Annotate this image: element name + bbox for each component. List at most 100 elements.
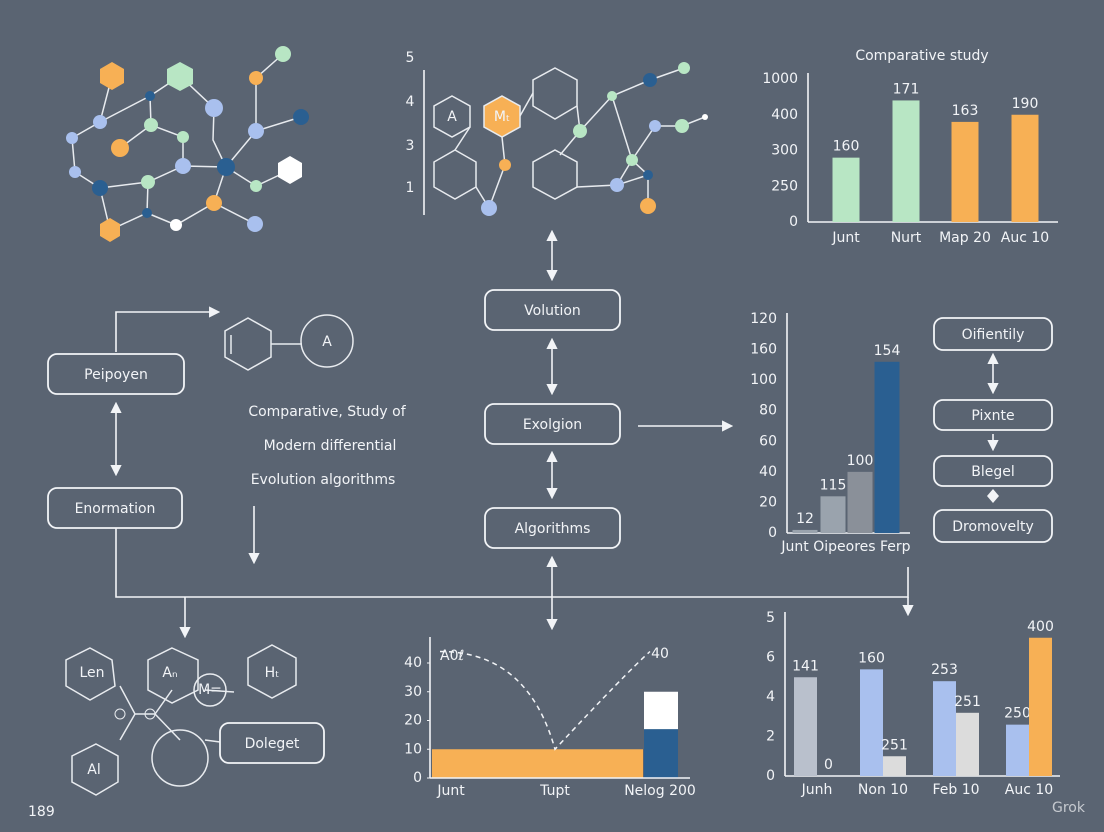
bar — [1006, 724, 1029, 776]
y-tick-label: 4 — [766, 689, 775, 705]
molecule-small: A — [224, 314, 354, 371]
y-tick-label: 10 — [404, 741, 422, 757]
y-tick-label: 0 — [768, 525, 777, 541]
x-tick-label: Junh — [801, 782, 833, 798]
bar — [832, 157, 860, 222]
y-tick-label: 60 — [759, 433, 777, 449]
bar — [794, 677, 817, 776]
annotation: 40 — [651, 646, 669, 662]
y-tick-label: 40 — [759, 464, 777, 480]
node-label: Oifientily — [962, 327, 1025, 343]
bar — [933, 681, 956, 776]
node-label: Blegel — [971, 464, 1015, 480]
node-label: Doleget — [245, 736, 300, 752]
atom-label: Hₜ — [265, 665, 280, 681]
footer: 189 — [28, 804, 55, 820]
x-tick-label: Non 10 — [858, 782, 908, 798]
y-tick-label: 300 — [771, 143, 798, 159]
bar — [883, 756, 906, 776]
bar-label: 250 — [1004, 706, 1031, 722]
annotation: A0ℓ — [440, 648, 464, 664]
x-tick-label: Nelog 200 — [624, 783, 696, 799]
connectors — [110, 229, 999, 639]
y-tick-label: 160 — [750, 342, 777, 358]
y-tick-label: 5 — [766, 610, 775, 626]
node-label: Volution — [524, 303, 581, 319]
bar — [820, 496, 846, 533]
molecule-structure: 5 4 3 1 A Mₜ — [406, 50, 708, 216]
atom-label: Al — [87, 762, 100, 778]
bar-label: 251 — [881, 737, 908, 753]
axis-label: 1 — [406, 180, 415, 196]
bar-label: 171 — [893, 81, 920, 97]
x-tick-label: Feb 10 — [932, 782, 979, 798]
y-tick-label: 0 — [413, 770, 422, 786]
atom-label: Aₙ — [162, 665, 177, 681]
bar-label: 115 — [820, 477, 847, 493]
x-tick-label: Tupt — [539, 783, 570, 799]
watermark: Grok — [1052, 800, 1086, 816]
node-box — [47, 353, 185, 395]
node-label: Exolgion — [523, 417, 582, 433]
title-line: Modern differential — [264, 438, 397, 454]
bar — [792, 529, 818, 533]
bar — [1011, 114, 1039, 222]
y-tick-label: 20 — [404, 713, 422, 729]
y-tick-label: 6 — [766, 650, 775, 666]
x-tick-label: Junt — [831, 230, 860, 246]
y-tick-label: 250 — [771, 178, 798, 194]
atom-label: M= — [198, 682, 222, 698]
bar — [847, 471, 873, 533]
x-tick-label: Auc 10 — [1005, 782, 1053, 798]
bar — [892, 100, 920, 222]
bar — [860, 669, 883, 776]
x-label: Junt Oipeores Ferp — [780, 539, 910, 555]
y-tick-label: 2 — [766, 729, 775, 745]
x-tick-label: Nurt — [891, 230, 922, 246]
y-tick-label: 1000 — [762, 71, 798, 87]
bar — [1029, 637, 1052, 776]
y-tick-label: 120 — [750, 311, 777, 327]
node-box — [484, 403, 621, 445]
bar-label: 190 — [1012, 96, 1039, 112]
node-box — [47, 487, 183, 529]
bar — [951, 121, 979, 222]
node-label: Enormation — [75, 501, 156, 517]
node-box — [933, 455, 1053, 487]
y-tick-label: 100 — [750, 372, 777, 388]
molecule-bottom: Len Aₙ M= Hₜ Al — [65, 644, 297, 796]
y-tick-label: 30 — [404, 684, 422, 700]
bar-label: 154 — [874, 343, 901, 359]
atom-label: A — [447, 109, 457, 125]
axis-label: 3 — [406, 138, 415, 154]
bar-label: 160 — [833, 139, 860, 155]
y-tick-label: 400 — [771, 107, 798, 123]
band — [432, 749, 643, 778]
y-tick-label: 0 — [766, 768, 775, 784]
bar-label: 100 — [847, 453, 874, 469]
title-line: Evolution algorithms — [251, 472, 396, 488]
molecule-atoms — [66, 46, 309, 242]
bar-label: 253 — [931, 662, 958, 678]
chart-title: Comparative study — [855, 48, 988, 64]
x-tick-label: Auc 10 — [1001, 230, 1049, 246]
y-tick-label: 0 — [789, 214, 798, 230]
stack-segment — [644, 729, 678, 778]
atom-label: Len — [79, 665, 104, 681]
bar-label: 251 — [954, 694, 981, 710]
dashed-line — [439, 650, 651, 751]
axis-label: 5 — [406, 50, 415, 66]
bar-label: 163 — [952, 103, 979, 119]
node-label: Algorithms — [515, 521, 591, 537]
bar-label: 400 — [1027, 619, 1054, 635]
node-label: Pixnte — [971, 408, 1014, 424]
atom-label: A — [322, 334, 332, 350]
node-box — [484, 507, 621, 549]
node-box — [219, 722, 325, 764]
bar-label: 160 — [858, 650, 885, 666]
y-tick-label: 20 — [759, 494, 777, 510]
title-line: Comparative, Study of — [248, 404, 406, 420]
stack-segment — [644, 691, 678, 730]
y-tick-label: 40 — [404, 655, 422, 671]
